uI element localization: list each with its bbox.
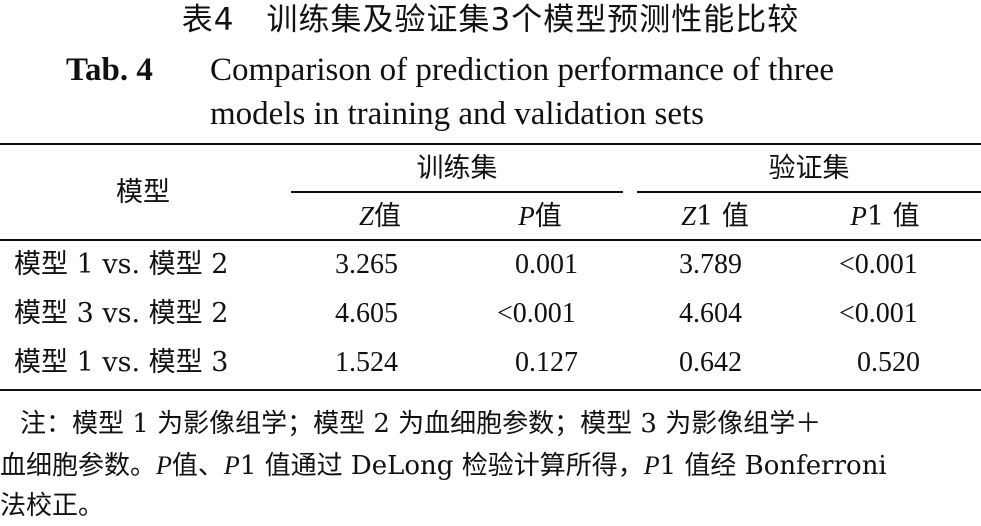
table-label-en: Tab. 4 — [66, 52, 153, 88]
row-header-model: 模型 — [116, 177, 170, 208]
table-row-2-z1: 4.604 — [679, 298, 742, 329]
group-rule-training — [291, 191, 623, 193]
table-row-1-z: 3.265 — [335, 249, 398, 280]
table-row-3-p: 0.127 — [515, 347, 578, 378]
table-row-3-p1: 0.520 — [857, 347, 920, 378]
group-header-validation: 验证集 — [768, 153, 850, 184]
subheader-z: Z值 — [358, 201, 402, 232]
table-row-2-p: <0.001 — [497, 298, 576, 329]
table-note-line2: 血细胞参数。P值、P1 值通过 DeLong 检验计算所得，P1 值经 Bonf… — [0, 451, 887, 481]
table-note-line3: 法校正。 — [0, 491, 105, 521]
table-row-1-p1: <0.001 — [839, 249, 918, 280]
table-row-3-z: 1.524 — [335, 347, 398, 378]
table-title-cn: 表4 训练集及验证集3个模型预测性能比较 — [181, 2, 800, 38]
group-header-training: 训练集 — [416, 153, 498, 184]
group-rule-validation — [637, 191, 981, 193]
table-row-2-p1: <0.001 — [839, 298, 918, 329]
table-header-rule — [0, 239, 981, 241]
table-title-en-text1: Comparison of prediction performance of … — [210, 52, 835, 88]
table-row-1-z1: 3.789 — [679, 249, 742, 280]
subheader-z1: Z1 值 — [681, 201, 749, 232]
table-row-2-model: 模型 3 vs. 模型 2 — [14, 298, 229, 329]
table-row-1-model: 模型 1 vs. 模型 2 — [14, 249, 229, 280]
subheader-p: P值 — [518, 201, 562, 232]
table-bottom-rule — [0, 389, 981, 391]
table-row-3-z1: 0.642 — [679, 347, 742, 378]
table-row-1-p: 0.001 — [515, 249, 578, 280]
table-row-2-z: 4.605 — [335, 298, 398, 329]
table-title-en-text2: models in training and validation sets — [210, 96, 705, 132]
table-row-3-model: 模型 1 vs. 模型 3 — [14, 347, 229, 378]
table-note-line1: 注：模型 1 为影像组学；模型 2 为血细胞参数；模型 3 为影像组学＋ — [20, 409, 822, 439]
table-top-rule — [0, 143, 981, 145]
subheader-p1: P1 值 — [850, 201, 920, 232]
